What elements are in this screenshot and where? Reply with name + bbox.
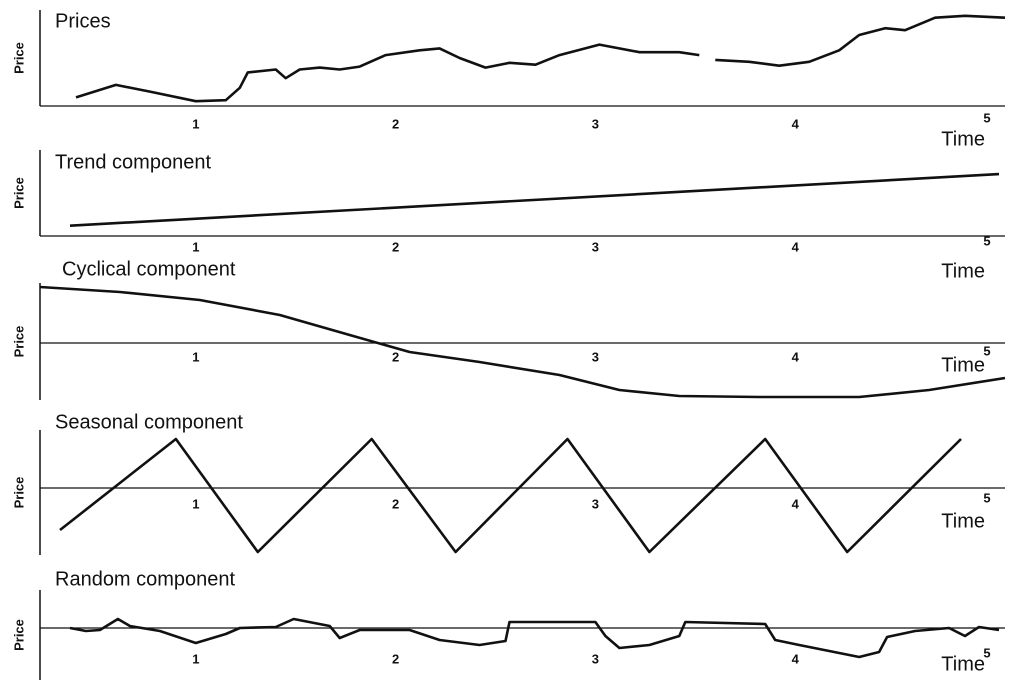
x-axis-label: Time	[941, 260, 985, 282]
x-tick-label: 5	[983, 343, 990, 358]
x-tick-label: 2	[392, 651, 399, 666]
x-tick-label: 3	[592, 239, 599, 254]
series-line	[39, 285, 1006, 399]
x-tick-label: 1	[192, 239, 199, 254]
x-axis-label: Time	[941, 128, 985, 150]
x-tick-label: 5	[983, 645, 990, 660]
x-tick-label: 3	[592, 349, 599, 364]
x-tick-label: 5	[983, 490, 990, 505]
x-tick-label: 2	[392, 116, 399, 131]
panel-title: Random component	[55, 568, 236, 590]
y-axis-label: Price	[11, 619, 26, 651]
y-axis-label: Price	[11, 177, 26, 209]
x-tick-label: 2	[392, 349, 399, 364]
panel-title: Seasonal component	[55, 411, 243, 433]
x-tick-label: 5	[983, 110, 990, 125]
panel-title: Prices	[55, 10, 111, 32]
x-tick-label: 1	[192, 116, 199, 131]
x-axis-label: Time	[941, 510, 985, 532]
x-tick-label: 3	[592, 651, 599, 666]
y-axis-label: Price	[11, 42, 26, 74]
x-tick-label: 4	[792, 496, 800, 511]
series-line	[69, 172, 1000, 227]
x-tick-label: 4	[792, 116, 800, 131]
x-tick-label: 4	[792, 349, 800, 364]
panel-title: Trend component	[55, 151, 211, 173]
panel-title: Cyclical component	[62, 258, 236, 280]
x-tick-label: 1	[192, 349, 199, 364]
x-tick-label: 5	[983, 233, 990, 248]
series-line	[59, 437, 962, 554]
series-line	[69, 617, 1000, 659]
y-axis-label: Price	[11, 477, 26, 509]
x-axis-label: Time	[941, 354, 985, 376]
series-line	[75, 14, 1006, 103]
x-tick-label: 3	[592, 496, 599, 511]
x-tick-label: 2	[392, 496, 399, 511]
x-tick-label: 4	[792, 239, 800, 254]
x-tick-label: 3	[592, 116, 599, 131]
x-tick-label: 2	[392, 239, 399, 254]
x-tick-label: 1	[192, 651, 199, 666]
x-axis-label: Time	[941, 653, 985, 675]
x-tick-label: 1	[192, 496, 199, 511]
x-tick-label: 4	[792, 651, 800, 666]
y-axis-label: Price	[11, 326, 26, 358]
